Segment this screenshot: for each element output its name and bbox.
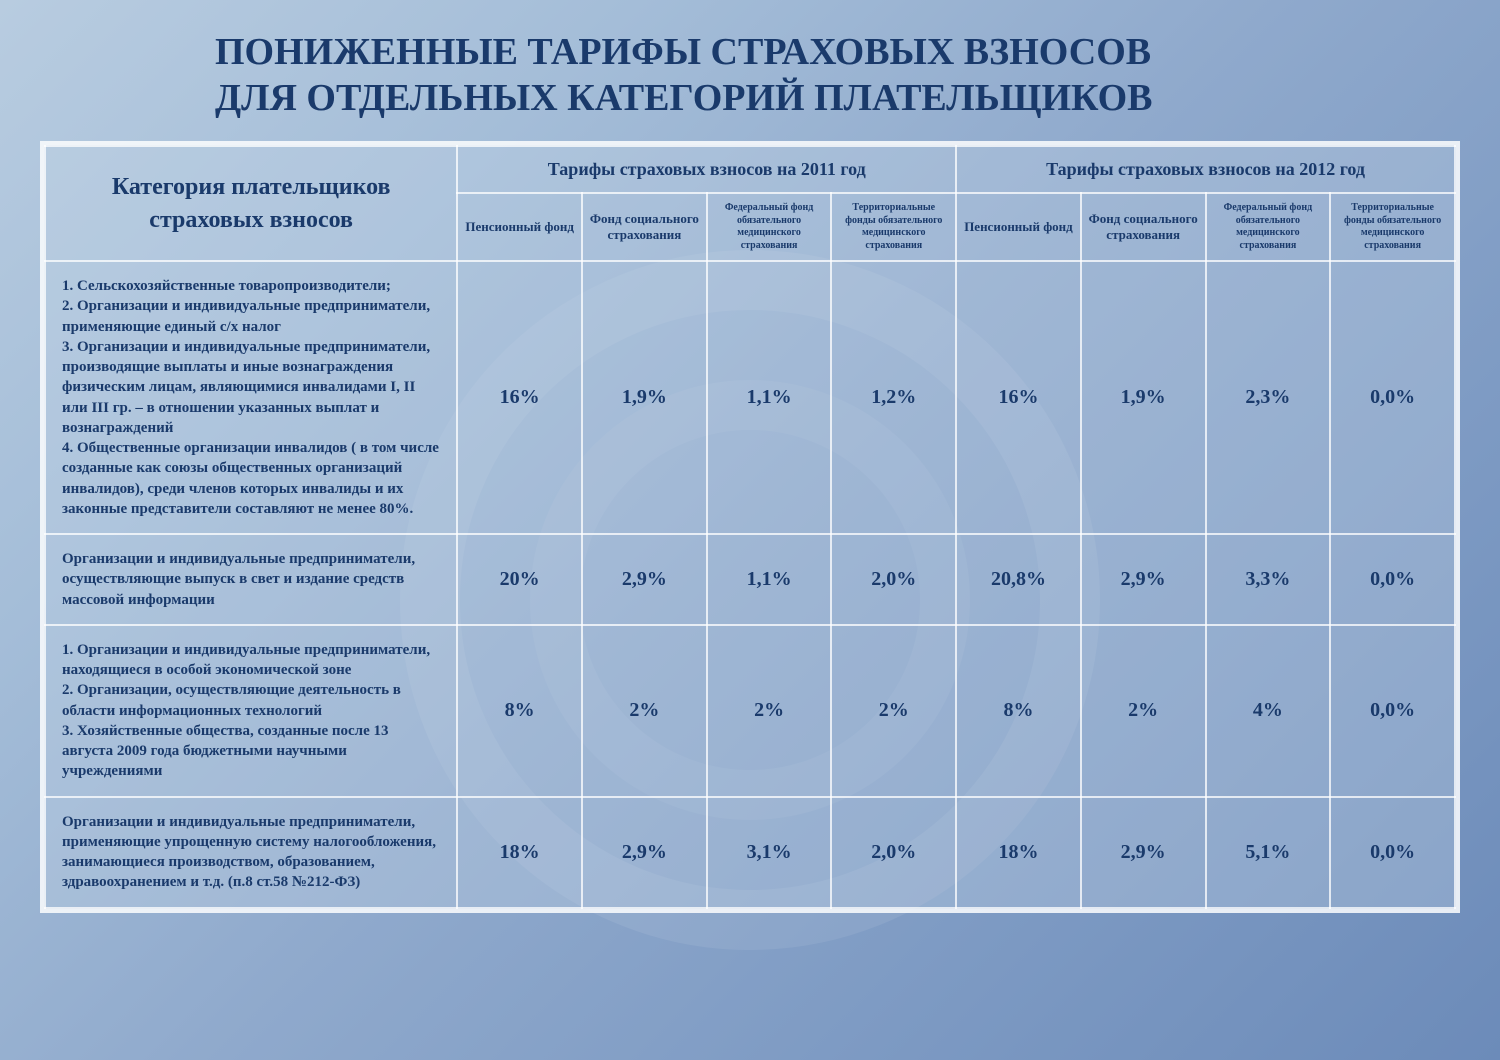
value-cell: 2,0% bbox=[831, 797, 956, 908]
value-cell: 2,9% bbox=[582, 534, 707, 625]
value-cell: 2% bbox=[831, 625, 956, 797]
value-cell: 2% bbox=[1081, 625, 1206, 797]
value-cell: 2,9% bbox=[1081, 797, 1206, 908]
category-cell: 1. Сельскохозяйственные товаропроизводит… bbox=[45, 261, 457, 534]
value-cell: 0,0% bbox=[1330, 625, 1455, 797]
value-cell: 16% bbox=[457, 261, 582, 534]
subhead-fed-med-2011: Федеральный фонд обязательного медицинск… bbox=[707, 193, 832, 261]
value-cell: 0,0% bbox=[1330, 261, 1455, 534]
header-year-2012: Тарифы страховых взносов на 2012 год bbox=[956, 146, 1455, 193]
subhead-terr-med-2012: Территориальные фонды обязательного меди… bbox=[1330, 193, 1455, 261]
title-line-2: ДЛЯ ОТДЕЛЬНЫХ КАТЕГОРИЙ ПЛАТЕЛЬЩИКОВ bbox=[215, 76, 1500, 122]
value-cell: 8% bbox=[457, 625, 582, 797]
subhead-pension-2011: Пенсионный фонд bbox=[457, 193, 582, 261]
table-row: Организации и индивидуальные предпринима… bbox=[45, 534, 1455, 625]
header-category: Категория плательщиков страховых взносов bbox=[45, 146, 457, 261]
value-cell: 5,1% bbox=[1206, 797, 1331, 908]
page-title: ПОНИЖЕННЫЕ ТАРИФЫ СТРАХОВЫХ ВЗНОСОВ ДЛЯ … bbox=[0, 0, 1500, 141]
value-cell: 20% bbox=[457, 534, 582, 625]
title-line-1: ПОНИЖЕННЫЕ ТАРИФЫ СТРАХОВЫХ ВЗНОСОВ bbox=[215, 30, 1500, 76]
value-cell: 1,2% bbox=[831, 261, 956, 534]
table-body: 1. Сельскохозяйственные товаропроизводит… bbox=[45, 261, 1455, 908]
value-cell: 2,0% bbox=[831, 534, 956, 625]
value-cell: 2,9% bbox=[582, 797, 707, 908]
value-cell: 2% bbox=[707, 625, 832, 797]
value-cell: 0,0% bbox=[1330, 534, 1455, 625]
subhead-fed-med-2012: Федеральный фонд обязательного медицинск… bbox=[1206, 193, 1331, 261]
value-cell: 18% bbox=[457, 797, 582, 908]
category-cell: Организации и индивидуальные предпринима… bbox=[45, 797, 457, 908]
subhead-social-2012: Фонд социального страхования bbox=[1081, 193, 1206, 261]
value-cell: 1,9% bbox=[1081, 261, 1206, 534]
value-cell: 1,1% bbox=[707, 534, 832, 625]
value-cell: 16% bbox=[956, 261, 1081, 534]
value-cell: 8% bbox=[956, 625, 1081, 797]
value-cell: 2% bbox=[582, 625, 707, 797]
value-cell: 1,9% bbox=[582, 261, 707, 534]
table-row: Организации и индивидуальные предпринима… bbox=[45, 797, 1455, 908]
tariff-table-container: Категория плательщиков страховых взносов… bbox=[40, 141, 1460, 913]
value-cell: 18% bbox=[956, 797, 1081, 908]
subhead-social-2011: Фонд социального страхования bbox=[582, 193, 707, 261]
value-cell: 3,1% bbox=[707, 797, 832, 908]
subhead-terr-med-2011: Территориальные фонды обязательного меди… bbox=[831, 193, 956, 261]
value-cell: 20,8% bbox=[956, 534, 1081, 625]
header-year-2011: Тарифы страховых взносов на 2011 год bbox=[457, 146, 956, 193]
value-cell: 2,9% bbox=[1081, 534, 1206, 625]
value-cell: 1,1% bbox=[707, 261, 832, 534]
category-cell: 1. Организации и индивидуальные предприн… bbox=[45, 625, 457, 797]
table-row: 1. Сельскохозяйственные товаропроизводит… bbox=[45, 261, 1455, 534]
table-row: 1. Организации и индивидуальные предприн… bbox=[45, 625, 1455, 797]
value-cell: 3,3% bbox=[1206, 534, 1331, 625]
value-cell: 2,3% bbox=[1206, 261, 1331, 534]
value-cell: 0,0% bbox=[1330, 797, 1455, 908]
subhead-pension-2012: Пенсионный фонд bbox=[956, 193, 1081, 261]
value-cell: 4% bbox=[1206, 625, 1331, 797]
category-cell: Организации и индивидуальные предпринима… bbox=[45, 534, 457, 625]
tariff-table: Категория плательщиков страховых взносов… bbox=[44, 145, 1456, 909]
